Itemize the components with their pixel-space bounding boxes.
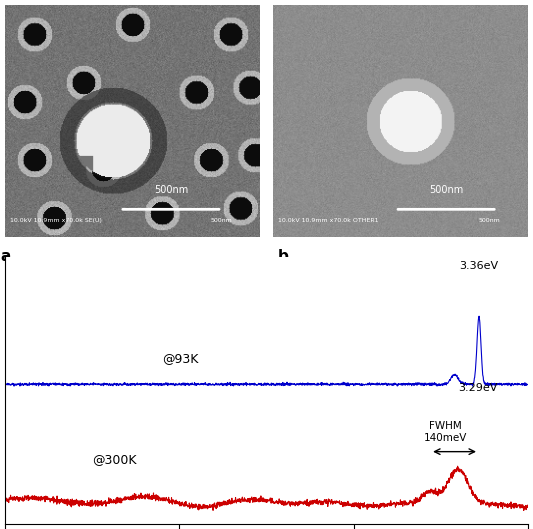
Text: b: b xyxy=(278,249,289,264)
Text: 3.29eV: 3.29eV xyxy=(458,383,497,393)
Text: 500nm: 500nm xyxy=(429,185,463,195)
Text: FWHM
140meV: FWHM 140meV xyxy=(424,422,467,443)
Text: @300K: @300K xyxy=(92,453,137,466)
Text: 500nm: 500nm xyxy=(154,185,188,195)
Text: 10.0kV 10.9mm x70.0k SE(U): 10.0kV 10.9mm x70.0k SE(U) xyxy=(11,218,102,223)
Text: 500nm: 500nm xyxy=(211,218,233,223)
Text: 500nm: 500nm xyxy=(479,218,500,223)
Text: 3.36eV: 3.36eV xyxy=(459,261,498,271)
Text: @93K: @93K xyxy=(162,352,198,366)
Text: a: a xyxy=(0,249,11,264)
Text: 10.0kV 10.9mm x70.0k OTHER1: 10.0kV 10.9mm x70.0k OTHER1 xyxy=(278,218,378,223)
